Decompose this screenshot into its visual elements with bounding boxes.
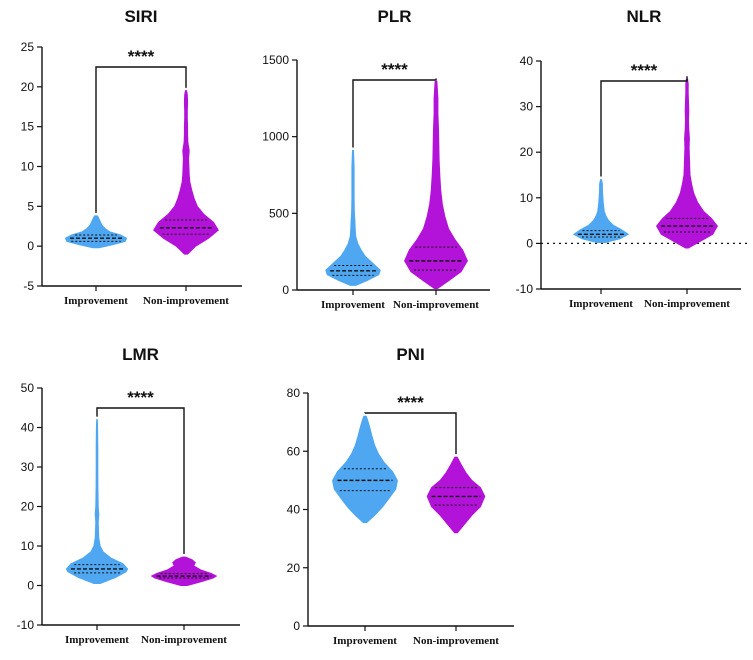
violin-non-improvement [426,456,486,534]
panel-nlr: NLR -10 0 10 20 30 40 Improvement Non-improvemen… [516,7,748,310]
y-tick-label: 20 [21,500,35,514]
y-tick-label: 10 [520,191,534,205]
y-tick-label: -5 [23,279,34,293]
y-tick-label: 60 [287,444,301,458]
significance-stars: **** [397,393,424,412]
x-tick-label: Improvement [321,299,385,311]
significance-bracket [364,412,457,455]
significance-bracket [95,66,187,213]
violin-non-improvement [404,81,468,289]
violin-improvement [64,215,128,249]
significance-stars: **** [127,388,154,407]
y-tick-label: 0 [27,579,34,593]
violin-improvement [332,415,398,524]
panel-title: PNI [396,345,424,364]
significance-bracket [600,76,688,177]
significance-stars: **** [381,60,408,79]
y-tick-label: 1000 [262,130,289,144]
x-tick-label: Non-improvement [413,635,499,647]
y-tick-label: 30 [21,460,35,474]
x-tick-label: Non-improvement [644,298,730,310]
y-tick-label: -10 [516,282,534,296]
panel-title: NLR [627,7,662,26]
x-tick-label: Improvement [64,295,128,307]
violin-improvement [65,419,129,584]
y-tick-label: 20 [287,561,301,575]
panel-siri: SIRI -5 0 5 10 15 20 25 Improvement Non-improveme… [21,7,242,307]
y-tick-label: 0 [27,239,34,253]
x-tick-label: Non-improvement [393,299,479,311]
y-tick-label: 0 [282,283,289,297]
x-tick-label: Improvement [569,298,633,310]
y-tick-label: 15 [21,120,35,134]
y-tick-label: 0 [526,236,533,250]
y-tick-label: 30 [520,100,534,114]
significance-stars: **** [631,61,658,80]
y-tick-label: 25 [21,40,35,54]
panel-title: PLR [378,7,412,26]
panel-plr: PLR 0 500 1000 1500 Improvement Non-improvemen… [262,7,490,311]
panel-lmr: LMR -10 0 10 20 30 40 50 Improvement Non-improvem… [17,345,240,646]
y-tick-label: 10 [21,160,35,174]
y-tick-label: 20 [21,80,35,94]
x-tick-label: Improvement [65,634,129,646]
y-tick-label: 1500 [262,53,289,67]
y-tick-label: 0 [293,619,300,633]
panel-pni: PNI 0 20 40 60 80 Improvement Non-improvement **… [287,345,514,647]
y-tick-label: 20 [520,145,534,159]
y-tick-label: 500 [269,206,289,220]
y-tick-label: 80 [287,386,301,400]
x-tick-label: Non-improvement [143,295,229,307]
y-tick-label: 50 [21,381,35,395]
violin-non-improvement [150,556,218,586]
y-tick-label: 10 [21,539,35,553]
x-tick-label: Improvement [333,635,397,647]
panel-title: LMR [122,345,159,364]
y-tick-label: -10 [17,618,35,632]
significance-bracket [352,78,437,148]
y-tick-label: 5 [27,199,34,213]
violin-non-improvement [656,78,718,249]
significance-stars: **** [128,47,155,66]
violin-improvement [325,150,381,286]
y-tick-label: 40 [21,421,35,435]
y-tick-label: 40 [520,54,534,68]
violin-improvement [572,179,630,243]
x-tick-label: Non-improvement [141,634,227,646]
panel-title: SIRI [124,7,157,26]
violin-non-improvement [153,90,219,255]
significance-bracket [96,407,185,555]
y-tick-label: 40 [287,503,301,517]
